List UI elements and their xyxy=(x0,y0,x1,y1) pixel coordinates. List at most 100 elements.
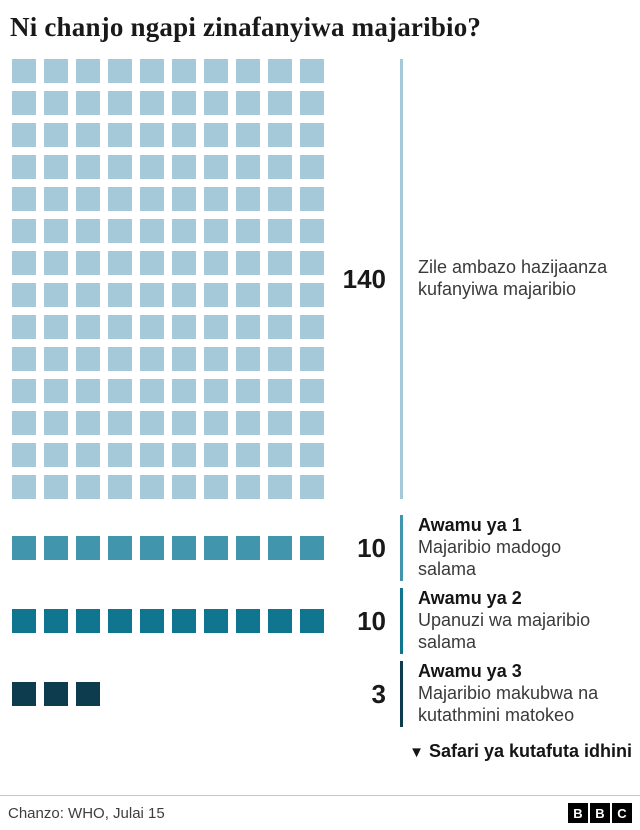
waffle-square xyxy=(172,251,196,275)
waffle-square xyxy=(172,283,196,307)
waffle-square xyxy=(236,315,260,339)
waffle-square xyxy=(12,219,36,243)
waffle-square xyxy=(268,379,292,403)
waffle-square xyxy=(76,411,100,435)
waffle-grid xyxy=(12,681,342,706)
waffle-square xyxy=(204,535,228,560)
waffle-square xyxy=(300,59,324,83)
chart-group-0: 140 Zile ambazo hazijaanza kufanyiwa maja… xyxy=(12,59,640,499)
waffle-square xyxy=(44,681,68,706)
waffle-square xyxy=(140,283,164,307)
waffle-square xyxy=(268,251,292,275)
waffle-square xyxy=(12,347,36,371)
waffle-square xyxy=(140,315,164,339)
waffle-square xyxy=(204,187,228,211)
waffle-square xyxy=(172,379,196,403)
waffle-square xyxy=(44,411,68,435)
waffle-square xyxy=(236,59,260,83)
waffle-square xyxy=(300,379,324,403)
waffle-square xyxy=(204,59,228,83)
waffle-square xyxy=(12,123,36,147)
waffle-square xyxy=(300,123,324,147)
footer: Chanzo: WHO, Julai 15 B B C xyxy=(0,795,640,830)
waffle-square xyxy=(12,443,36,467)
waffle-square xyxy=(108,379,132,403)
waffle-square xyxy=(204,315,228,339)
waffle-square xyxy=(236,123,260,147)
waffle-square xyxy=(268,91,292,115)
waffle-square xyxy=(76,535,100,560)
waffle-square xyxy=(44,443,68,467)
waffle-square xyxy=(108,251,132,275)
waffle-square xyxy=(204,443,228,467)
waffle-square xyxy=(108,608,132,633)
waffle-square xyxy=(76,443,100,467)
waffle-square xyxy=(140,91,164,115)
bbc-logo: B B C xyxy=(568,803,632,823)
waffle-square xyxy=(12,283,36,307)
waffle-square xyxy=(76,219,100,243)
waffle-square xyxy=(108,411,132,435)
bbc-logo-letter: B xyxy=(590,803,610,823)
waffle-square xyxy=(268,155,292,179)
approval-journey-annotation: ▼ Safari ya kutafuta idhini xyxy=(12,741,640,762)
waffle-square xyxy=(140,123,164,147)
waffle-square xyxy=(140,379,164,403)
waffle-square xyxy=(108,315,132,339)
group-label: Awamu ya 2 Upanuzi wa majaribio salama xyxy=(403,588,608,654)
waffle-square xyxy=(12,251,36,275)
waffle-square xyxy=(76,59,100,83)
waffle-square xyxy=(268,608,292,633)
annotation-text: Safari ya kutafuta idhini xyxy=(428,740,632,761)
waffle-square xyxy=(204,379,228,403)
group-count: 3 xyxy=(371,678,386,709)
waffle-square xyxy=(204,219,228,243)
waffle-square xyxy=(140,187,164,211)
group-axis-line xyxy=(400,587,403,654)
waffle-square xyxy=(268,315,292,339)
waffle-square xyxy=(12,608,36,633)
group-description: Upanuzi wa majaribio salama xyxy=(418,609,591,652)
waffle-square xyxy=(108,59,132,83)
waffle-square xyxy=(172,59,196,83)
waffle-square xyxy=(300,187,324,211)
waffle-square xyxy=(76,315,100,339)
waffle-grid xyxy=(12,59,342,499)
waffle-square xyxy=(236,535,260,560)
chart-group-1: 10 Awamu ya 1 Majaribio madogo salama xyxy=(12,515,640,581)
bbc-logo-letter: B xyxy=(568,803,588,823)
waffle-square xyxy=(236,251,260,275)
waffle-square xyxy=(76,347,100,371)
source-label: Chanzo: WHO, Julai 15 xyxy=(8,804,165,822)
waffle-square xyxy=(108,219,132,243)
waffle-square xyxy=(140,443,164,467)
group-axis-line xyxy=(400,515,403,581)
waffle-square xyxy=(76,283,100,307)
waffle-square xyxy=(204,123,228,147)
waffle-square xyxy=(300,411,324,435)
waffle-square xyxy=(140,219,164,243)
waffle-square xyxy=(140,411,164,435)
waffle-square xyxy=(76,91,100,115)
waffle-square xyxy=(44,219,68,243)
waffle-square xyxy=(204,475,228,499)
waffle-square xyxy=(12,379,36,403)
down-triangle-icon: ▼ xyxy=(409,743,424,761)
waffle-square xyxy=(140,59,164,83)
waffle-square xyxy=(108,283,132,307)
waffle-square xyxy=(108,347,132,371)
waffle-square xyxy=(12,535,36,560)
group-count: 10 xyxy=(357,532,386,563)
waffle-square xyxy=(172,411,196,435)
waffle-square xyxy=(44,315,68,339)
group-count: 10 xyxy=(357,605,386,636)
waffle-square xyxy=(236,443,260,467)
waffle-square xyxy=(236,283,260,307)
waffle-square xyxy=(236,608,260,633)
waffle-square xyxy=(300,315,324,339)
waffle-square xyxy=(300,251,324,275)
waffle-square xyxy=(108,187,132,211)
waffle-square xyxy=(300,283,324,307)
waffle-square xyxy=(108,155,132,179)
waffle-square xyxy=(12,91,36,115)
